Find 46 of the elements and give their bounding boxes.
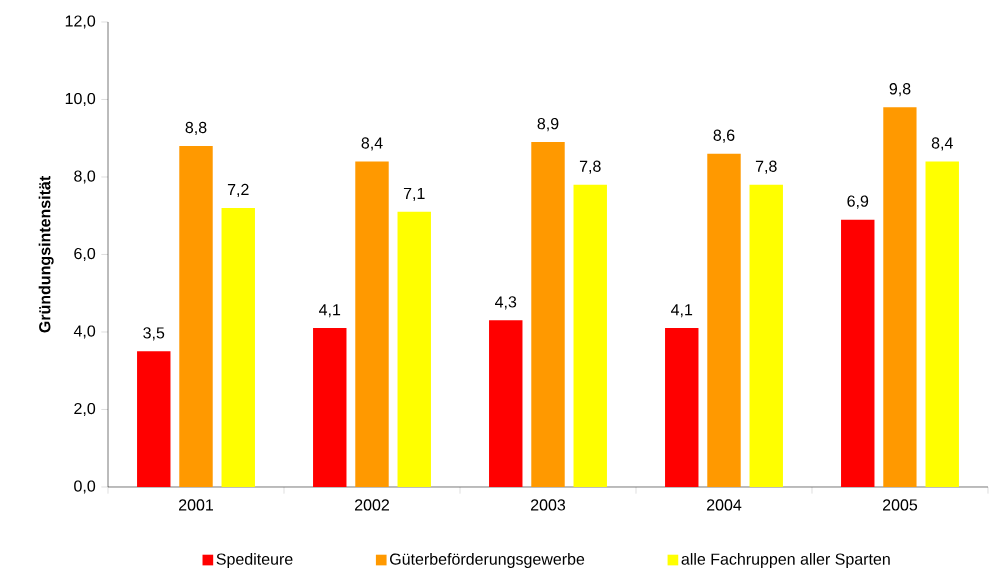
bar xyxy=(925,161,959,487)
bar xyxy=(355,161,389,487)
legend-label: Güterbeförderungsgewerbe xyxy=(390,553,585,568)
x-tick-label: 2001 xyxy=(179,499,214,511)
x-tick-label: 2002 xyxy=(355,499,389,511)
bar xyxy=(841,219,875,487)
x-tick-label: 2005 xyxy=(882,499,918,511)
data-label: 6,9 xyxy=(847,195,869,209)
bar xyxy=(313,328,347,487)
data-label: 7,8 xyxy=(579,160,601,174)
y-tick-label: 0,0 xyxy=(74,480,96,494)
bar xyxy=(221,207,255,487)
data-label: 8,8 xyxy=(185,121,207,136)
bar xyxy=(749,184,783,487)
data-label: 4,1 xyxy=(671,304,693,318)
x-tick-label: 2003 xyxy=(531,499,566,511)
bar xyxy=(531,142,565,487)
bar xyxy=(883,107,917,487)
data-label: 8,6 xyxy=(713,129,735,143)
bar xyxy=(707,153,741,487)
y-axis-title: Gründungsintensität xyxy=(38,176,54,333)
y-tick-label: 6,0 xyxy=(74,247,96,262)
bar xyxy=(179,145,213,487)
bar xyxy=(137,351,171,487)
x-tick-label: 2004 xyxy=(707,499,742,511)
data-label: 4,1 xyxy=(319,304,341,318)
data-label: 7,1 xyxy=(403,187,425,201)
y-tick-label: 4,0 xyxy=(73,325,96,339)
bar xyxy=(489,320,523,487)
y-tick-label: 8,0 xyxy=(74,170,96,184)
data-label: 8,9 xyxy=(537,117,559,132)
data-label: 8,4 xyxy=(361,137,383,151)
bar xyxy=(665,328,699,487)
y-tick-label: 2,0 xyxy=(74,402,96,417)
data-label: 8,4 xyxy=(931,137,953,151)
bar xyxy=(573,184,607,487)
bar xyxy=(397,211,431,487)
data-label: 7,8 xyxy=(755,160,777,174)
data-label: 7,2 xyxy=(227,183,249,198)
y-tick-label: 12,0 xyxy=(65,15,96,29)
data-label: 9,8 xyxy=(889,83,911,97)
y-tick-label: 10,0 xyxy=(65,92,96,107)
legend-label: Spediteure xyxy=(216,553,293,568)
legend-label: alle Fachruppen aller Sparten xyxy=(681,553,890,568)
data-label: 3,5 xyxy=(143,327,165,341)
data-label: 4,3 xyxy=(495,296,517,310)
